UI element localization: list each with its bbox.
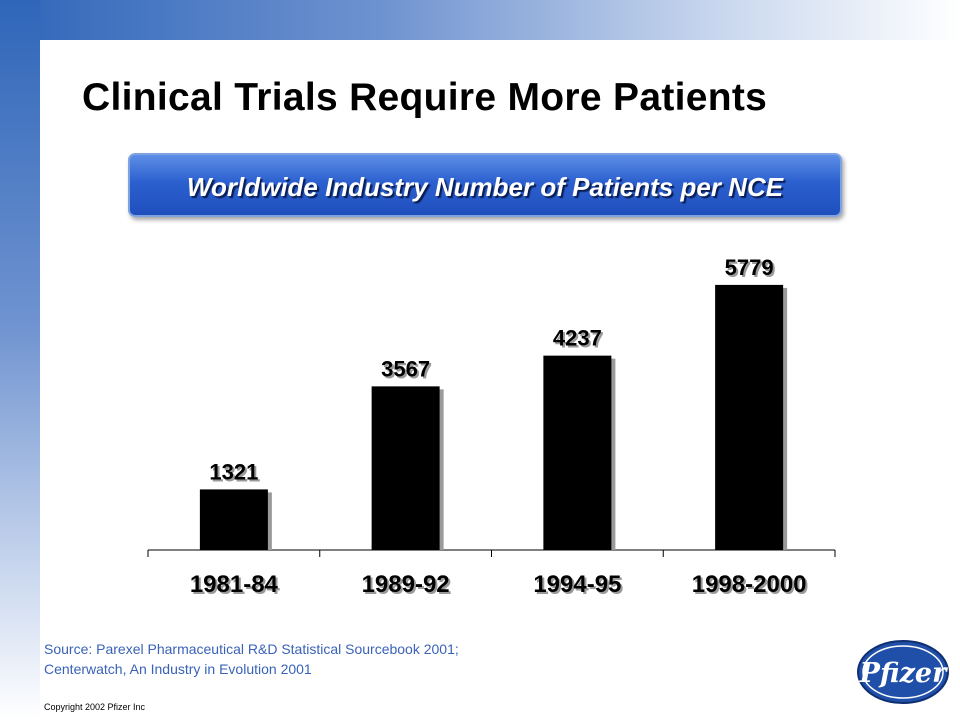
subtitle-banner: Worldwide Industry Number of Patients pe… — [128, 153, 842, 217]
category-label-shadow: 1994-95 — [535, 573, 623, 600]
bar-1998-2000 — [715, 284, 784, 550]
source-line-2: Centerwatch, An Industry in Evolution 20… — [44, 661, 312, 677]
data-label: 3567 — [381, 356, 430, 381]
source-note: Source: Parexel Pharmaceutical R&D Stati… — [44, 639, 459, 679]
data-label-shadow: 3567 — [383, 358, 432, 383]
top-gradient-band — [0, 0, 960, 40]
chart-subtitle: Worldwide Industry Number of Patients pe… — [186, 172, 784, 202]
data-label: 5779 — [725, 255, 774, 280]
category-label: 1981-84 — [190, 571, 279, 598]
source-line-1: Source: Parexel Pharmaceutical R&D Stati… — [44, 641, 459, 657]
bar-1981-84 — [199, 489, 268, 550]
logo-wordmark: Pfizer — [859, 658, 948, 689]
category-label: 1994-95 — [533, 571, 621, 598]
data-label-shadow: 4237 — [555, 328, 604, 353]
left-gradient-band — [0, 0, 40, 720]
bar-1994-95 — [543, 355, 612, 550]
slide-title: Clinical Trials Require More Patients — [82, 76, 768, 119]
data-label: 1321 — [209, 459, 258, 484]
category-label-shadow: 1989-92 — [364, 573, 452, 600]
category-label: 1989-92 — [362, 571, 450, 598]
data-label-shadow: 1321 — [211, 461, 260, 486]
category-label-shadow: 1981-84 — [192, 573, 281, 600]
category-label: 1998-2000 — [692, 571, 807, 598]
category-label-shadow: 1998-2000 — [694, 573, 809, 600]
pfizer-logo: Pfizer — [857, 640, 949, 704]
data-label-shadow: 5779 — [727, 257, 776, 282]
copyright-text: Copyright 2002 Pfizer Inc — [44, 702, 146, 712]
data-label: 4237 — [553, 326, 602, 351]
bar-1989-92 — [371, 386, 440, 550]
